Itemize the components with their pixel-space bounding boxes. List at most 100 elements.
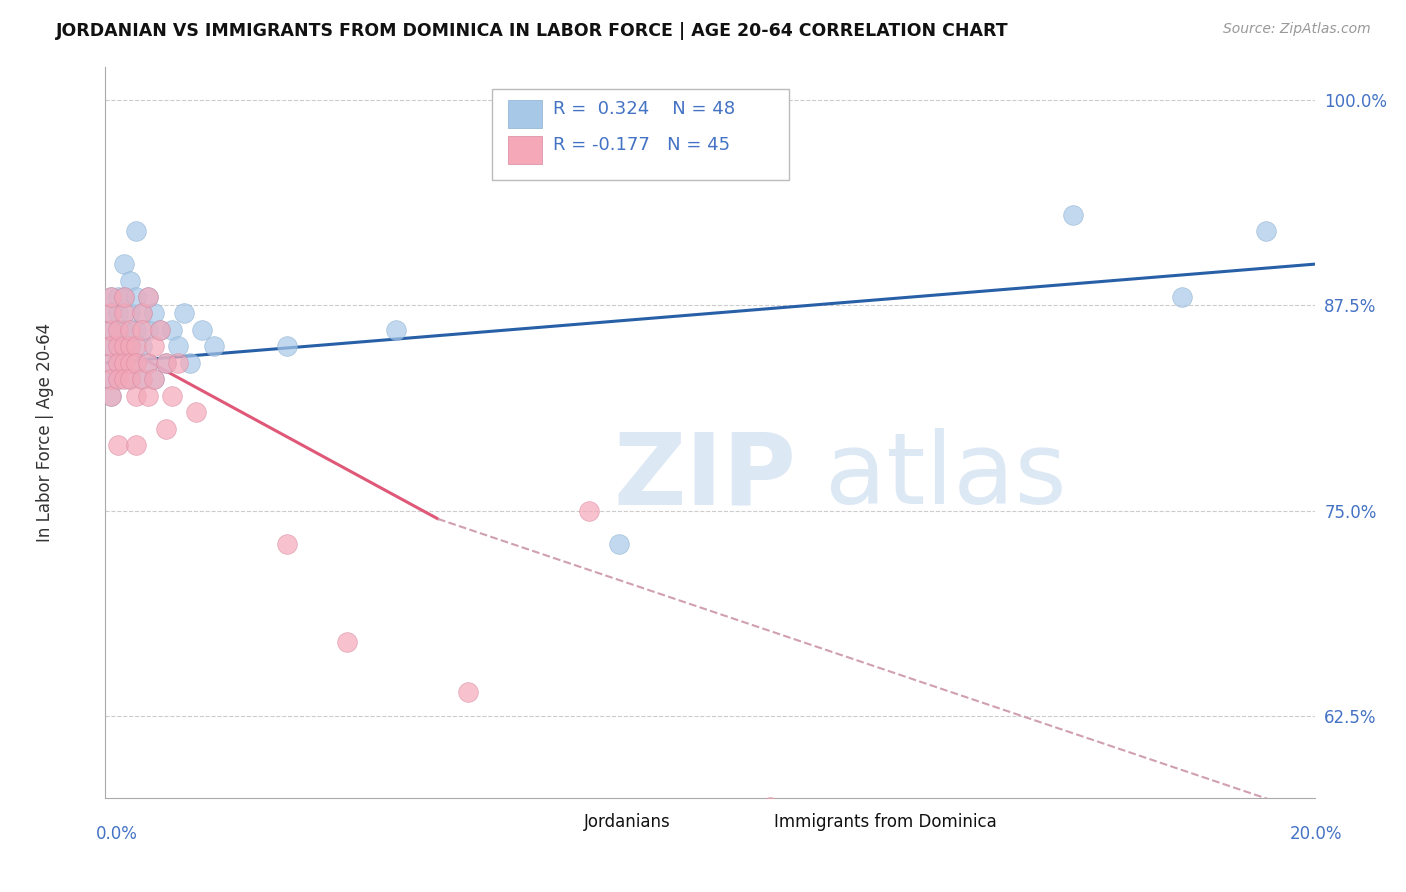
- Point: [118, 339, 141, 353]
- Point: [107, 306, 129, 320]
- Point: [100, 306, 122, 320]
- FancyBboxPatch shape: [508, 136, 541, 164]
- Point: [155, 356, 177, 370]
- Point: [384, 323, 406, 337]
- Point: [124, 339, 148, 353]
- Point: [149, 323, 172, 337]
- Point: [142, 372, 165, 386]
- Point: [136, 290, 159, 304]
- Point: [112, 356, 135, 370]
- Text: R = -0.177   N = 45: R = -0.177 N = 45: [553, 136, 730, 154]
- Point: [118, 372, 141, 386]
- Point: [131, 372, 153, 386]
- Point: [160, 389, 183, 403]
- Text: Immigrants from Dominica: Immigrants from Dominica: [775, 813, 997, 831]
- Point: [759, 799, 782, 814]
- Point: [131, 306, 153, 320]
- Text: Jordanians: Jordanians: [585, 813, 671, 831]
- Point: [118, 356, 141, 370]
- Point: [131, 306, 153, 320]
- Point: [112, 306, 135, 320]
- Point: [167, 339, 190, 353]
- Text: In Labor Force | Age 20-64: In Labor Force | Age 20-64: [37, 323, 53, 542]
- Point: [118, 372, 141, 386]
- Point: [112, 257, 135, 271]
- Point: [124, 290, 148, 304]
- Point: [118, 274, 141, 288]
- Point: [1170, 290, 1192, 304]
- Point: [107, 438, 129, 452]
- Point: [155, 421, 177, 435]
- Point: [107, 323, 129, 337]
- Point: [160, 323, 183, 337]
- FancyBboxPatch shape: [550, 814, 576, 837]
- Point: [107, 356, 129, 370]
- Point: [107, 356, 129, 370]
- Point: [457, 684, 479, 698]
- Text: 0.0%: 0.0%: [96, 825, 138, 843]
- Point: [100, 290, 122, 304]
- Point: [136, 356, 159, 370]
- Point: [179, 356, 201, 370]
- Point: [578, 504, 600, 518]
- Point: [276, 536, 298, 550]
- Point: [155, 356, 177, 370]
- Point: [100, 323, 122, 337]
- Point: [124, 356, 148, 370]
- Point: [118, 306, 141, 320]
- Point: [142, 306, 165, 320]
- Point: [100, 389, 122, 403]
- FancyBboxPatch shape: [740, 814, 766, 837]
- Point: [112, 356, 135, 370]
- Point: [136, 389, 159, 403]
- Point: [167, 356, 190, 370]
- FancyBboxPatch shape: [508, 100, 541, 128]
- FancyBboxPatch shape: [492, 89, 789, 180]
- Point: [100, 372, 122, 386]
- Point: [100, 323, 122, 337]
- Point: [107, 372, 129, 386]
- Point: [112, 339, 135, 353]
- Point: [124, 389, 148, 403]
- Point: [100, 339, 122, 353]
- Point: [107, 372, 129, 386]
- Text: ZIP: ZIP: [613, 428, 796, 525]
- Point: [131, 323, 153, 337]
- Point: [107, 323, 129, 337]
- Point: [131, 339, 153, 353]
- Point: [112, 323, 135, 337]
- Point: [107, 339, 129, 353]
- Point: [336, 635, 359, 649]
- Point: [112, 290, 135, 304]
- Point: [107, 290, 129, 304]
- Point: [100, 356, 122, 370]
- Point: [202, 339, 225, 353]
- Point: [100, 356, 122, 370]
- Point: [112, 339, 135, 353]
- Point: [100, 290, 122, 304]
- Text: 20.0%: 20.0%: [1291, 825, 1343, 843]
- Text: Source: ZipAtlas.com: Source: ZipAtlas.com: [1223, 22, 1371, 37]
- Point: [276, 339, 298, 353]
- Point: [142, 372, 165, 386]
- Point: [1062, 208, 1084, 222]
- Point: [191, 323, 214, 337]
- Point: [149, 323, 172, 337]
- Point: [136, 323, 159, 337]
- Point: [124, 323, 148, 337]
- Point: [849, 832, 872, 847]
- Point: [124, 438, 148, 452]
- Point: [100, 389, 122, 403]
- Point: [136, 356, 159, 370]
- Point: [118, 323, 141, 337]
- Point: [124, 356, 148, 370]
- Point: [112, 290, 135, 304]
- Point: [1256, 224, 1278, 238]
- Point: [100, 306, 122, 320]
- Point: [100, 339, 122, 353]
- Point: [131, 372, 153, 386]
- Point: [136, 290, 159, 304]
- Text: R =  0.324    N = 48: R = 0.324 N = 48: [553, 100, 735, 118]
- Point: [124, 224, 148, 238]
- Point: [107, 339, 129, 353]
